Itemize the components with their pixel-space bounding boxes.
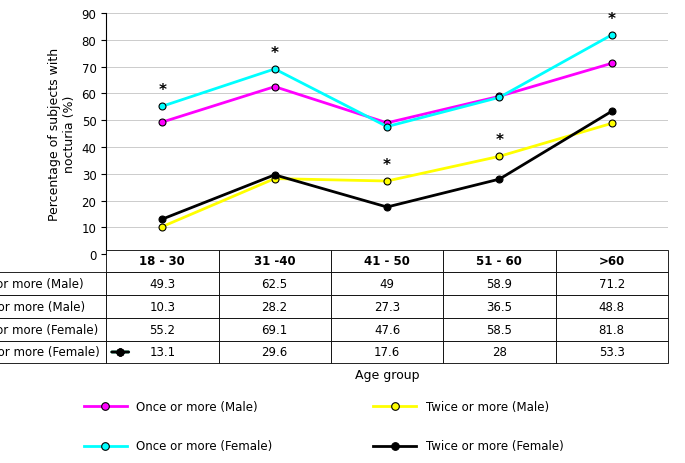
Text: *: * [271, 45, 279, 61]
Text: Twice or more (Female): Twice or more (Female) [426, 439, 564, 452]
Text: Once or more (Female): Once or more (Female) [136, 439, 272, 452]
Text: Twice or more (Male): Twice or more (Male) [426, 400, 549, 413]
Text: *: * [383, 157, 391, 172]
Text: *: * [608, 12, 616, 26]
Text: *: * [158, 83, 166, 98]
Text: Once or more (Male): Once or more (Male) [136, 400, 258, 413]
Text: *: * [495, 133, 503, 148]
Text: Age group: Age group [355, 369, 419, 382]
Y-axis label: Percentage of subjects with
nocturia (%): Percentage of subjects with nocturia (%) [48, 48, 76, 221]
